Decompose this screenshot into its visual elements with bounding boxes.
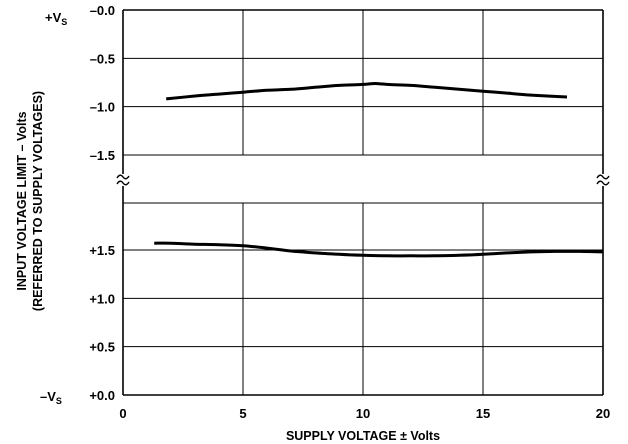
y-tick-label: +1.5 xyxy=(89,243,115,258)
x-axis-title: SUPPLY VOLTAGE ± Volts xyxy=(286,429,440,443)
x-tick-label: 10 xyxy=(356,406,370,421)
y-tick-label: +0.0 xyxy=(89,388,115,403)
y-axis-subtitle: (REFERRED TO SUPPLY VOLTAGES) xyxy=(31,91,45,311)
y-tick-label: –1.0 xyxy=(90,100,115,115)
grid xyxy=(122,9,604,396)
y-tick-label: –1.5 xyxy=(90,148,115,163)
axis-break-gap xyxy=(119,174,127,186)
x-tick-labels: 0 5 10 15 20 xyxy=(119,406,610,421)
series-lines xyxy=(154,81,604,258)
y-tick-label: +1.0 xyxy=(89,291,115,306)
top-reference-label: +VS xyxy=(45,10,67,27)
x-tick-label: 0 xyxy=(119,406,126,421)
bottom-reference-label: –VS xyxy=(40,389,62,406)
y-axis-title: INPUT VOLTAGE LIMIT – Volts xyxy=(15,111,29,290)
y-tick-label: –0.5 xyxy=(90,51,115,66)
x-tick-label: 20 xyxy=(596,406,610,421)
x-tick-label: 15 xyxy=(476,406,490,421)
axis-break-markers xyxy=(116,174,610,186)
axis-break-squiggle xyxy=(116,174,130,186)
x-tick-label: 5 xyxy=(239,406,246,421)
axis-break-squiggle xyxy=(596,174,610,186)
y-tick-labels: –0.0 –0.5 –1.0 –1.5 +0.0 +0.5 +1.0 +1.5 xyxy=(89,3,115,403)
top-series-line xyxy=(166,81,568,101)
y-tick-label: –0.0 xyxy=(90,3,115,18)
bottom-series-line xyxy=(154,241,604,258)
axis-break-gap xyxy=(599,174,607,186)
y-tick-label: +0.5 xyxy=(89,340,115,355)
